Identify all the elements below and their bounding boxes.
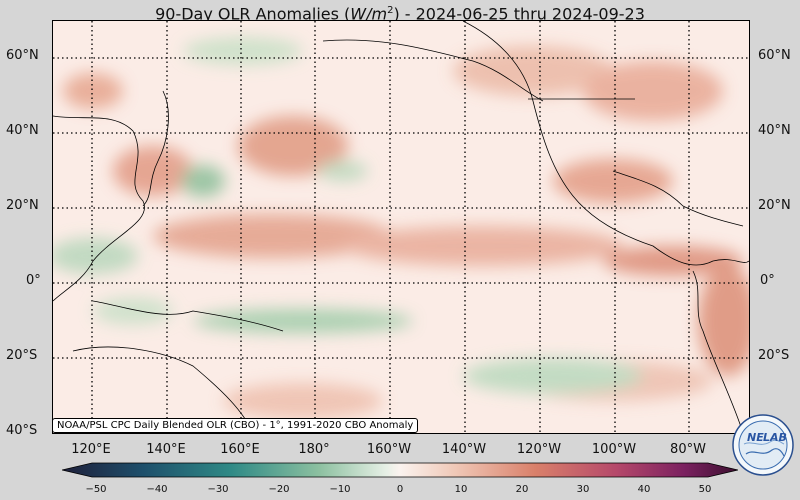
lon-label: 120°W — [516, 442, 562, 457]
colorbar-tick: 10 — [454, 484, 468, 495]
map-title: 90-Day OLR Anomalies (W/m2) - 2024-06-25… — [155, 4, 645, 24]
lon-label: 160°E — [220, 442, 260, 457]
colorbar-tick: −20 — [268, 484, 290, 495]
lon-label: 160°W — [366, 442, 412, 457]
lon-label: 140°E — [146, 442, 186, 457]
colorbar-tick: 0 — [396, 484, 404, 495]
lat-label-right: 20°N — [758, 198, 791, 213]
colorbar-tick: 30 — [576, 484, 590, 495]
lon-label: 120°E — [71, 442, 111, 457]
colorbar-tick: −30 — [207, 484, 229, 495]
svg-text:NE: NE — [747, 431, 764, 444]
lat-label-right: 0° — [760, 273, 775, 288]
colorbar-tick: 40 — [637, 484, 651, 495]
lon-label: 80°W — [670, 442, 706, 457]
lon-label: 140°W — [441, 442, 487, 457]
lat-label-right: 20°S — [758, 348, 790, 363]
lon-label: 100°W — [591, 442, 637, 457]
olr-anomaly-map — [52, 20, 750, 434]
data-source-credit: NOAA/PSL CPC Daily Blended OLR (CBO) - 1… — [52, 418, 419, 433]
colorbar-tick: 20 — [515, 484, 529, 495]
lat-label-left: 60°N — [6, 48, 39, 63]
anomaly-field — [53, 21, 749, 433]
lat-label-right: 40°N — [758, 123, 791, 138]
colorbar-tick: 50 — [698, 484, 712, 495]
lat-label-left: 40°N — [6, 123, 39, 138]
colorbar-tick: −50 — [85, 484, 107, 495]
lat-label-left: 20°N — [6, 198, 39, 213]
lat-label-right: 60°N — [758, 48, 791, 63]
colorbar-tick: −10 — [329, 484, 351, 495]
lat-label-left: 40°S — [6, 423, 38, 438]
nerlab-logo: NE LAB — [732, 414, 794, 476]
colorbar — [62, 462, 738, 478]
svg-text:LAB: LAB — [763, 431, 787, 444]
anomaly-blobs — [53, 37, 749, 419]
graticule — [53, 21, 749, 433]
colorbar-tick: −40 — [146, 484, 168, 495]
coastlines — [53, 21, 749, 433]
lat-label-left: 20°S — [6, 348, 38, 363]
lat-label-left: 0° — [26, 273, 41, 288]
lon-label: 180° — [298, 442, 330, 457]
